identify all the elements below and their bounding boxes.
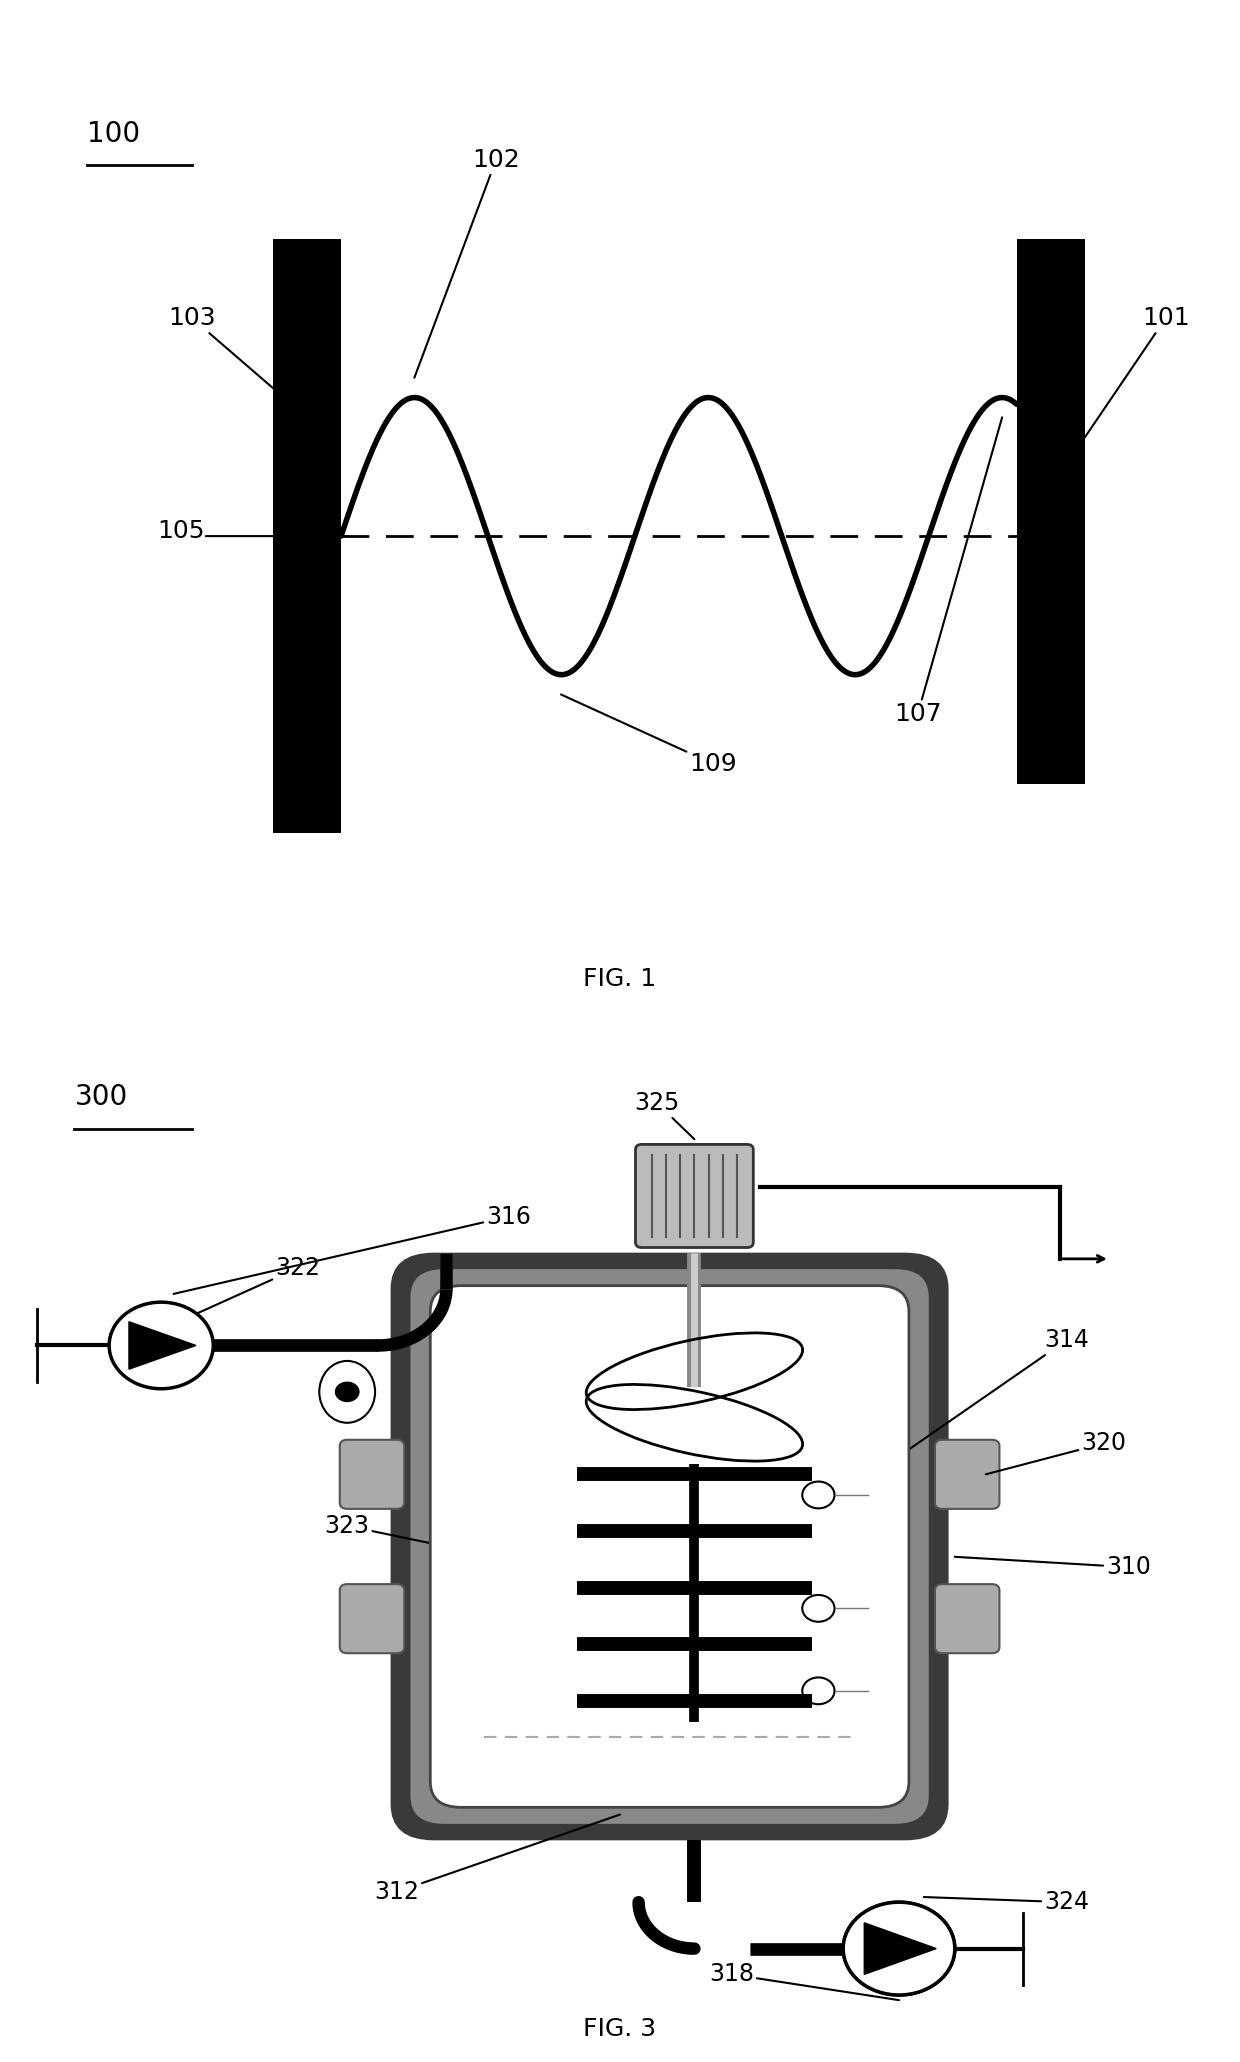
Text: 101: 101 bbox=[1085, 307, 1189, 437]
Text: 312: 312 bbox=[374, 1815, 620, 1903]
Text: FIG. 1: FIG. 1 bbox=[584, 967, 656, 992]
Polygon shape bbox=[129, 1322, 196, 1369]
Text: 109: 109 bbox=[560, 695, 737, 775]
Text: 103: 103 bbox=[169, 307, 306, 417]
FancyBboxPatch shape bbox=[935, 1584, 999, 1654]
Text: 107: 107 bbox=[894, 417, 1002, 726]
Text: 102: 102 bbox=[414, 148, 520, 377]
Text: 105: 105 bbox=[157, 520, 205, 542]
Text: 100: 100 bbox=[87, 120, 140, 148]
FancyBboxPatch shape bbox=[636, 1144, 754, 1248]
Text: 322: 322 bbox=[149, 1256, 320, 1336]
FancyBboxPatch shape bbox=[391, 1252, 949, 1839]
Text: 320: 320 bbox=[986, 1431, 1126, 1474]
Text: 324: 324 bbox=[924, 1891, 1089, 1914]
Text: 323: 323 bbox=[325, 1514, 446, 1546]
FancyBboxPatch shape bbox=[935, 1439, 999, 1509]
Bar bbox=[1017, 239, 1085, 784]
Text: 300: 300 bbox=[74, 1083, 128, 1111]
Circle shape bbox=[843, 1901, 955, 1996]
Text: 316: 316 bbox=[174, 1204, 531, 1295]
Polygon shape bbox=[864, 1922, 936, 1975]
Circle shape bbox=[109, 1303, 213, 1390]
Bar bbox=[273, 239, 341, 833]
FancyBboxPatch shape bbox=[340, 1439, 404, 1509]
Text: 310: 310 bbox=[955, 1555, 1151, 1579]
Text: 325: 325 bbox=[635, 1091, 694, 1138]
Text: FIG. 3: FIG. 3 bbox=[584, 2017, 656, 2041]
FancyBboxPatch shape bbox=[430, 1287, 909, 1806]
Ellipse shape bbox=[320, 1361, 374, 1423]
Text: 314: 314 bbox=[843, 1328, 1089, 1495]
Circle shape bbox=[335, 1382, 360, 1402]
Text: 318: 318 bbox=[709, 1963, 899, 2000]
FancyBboxPatch shape bbox=[340, 1584, 404, 1654]
FancyBboxPatch shape bbox=[410, 1268, 929, 1823]
